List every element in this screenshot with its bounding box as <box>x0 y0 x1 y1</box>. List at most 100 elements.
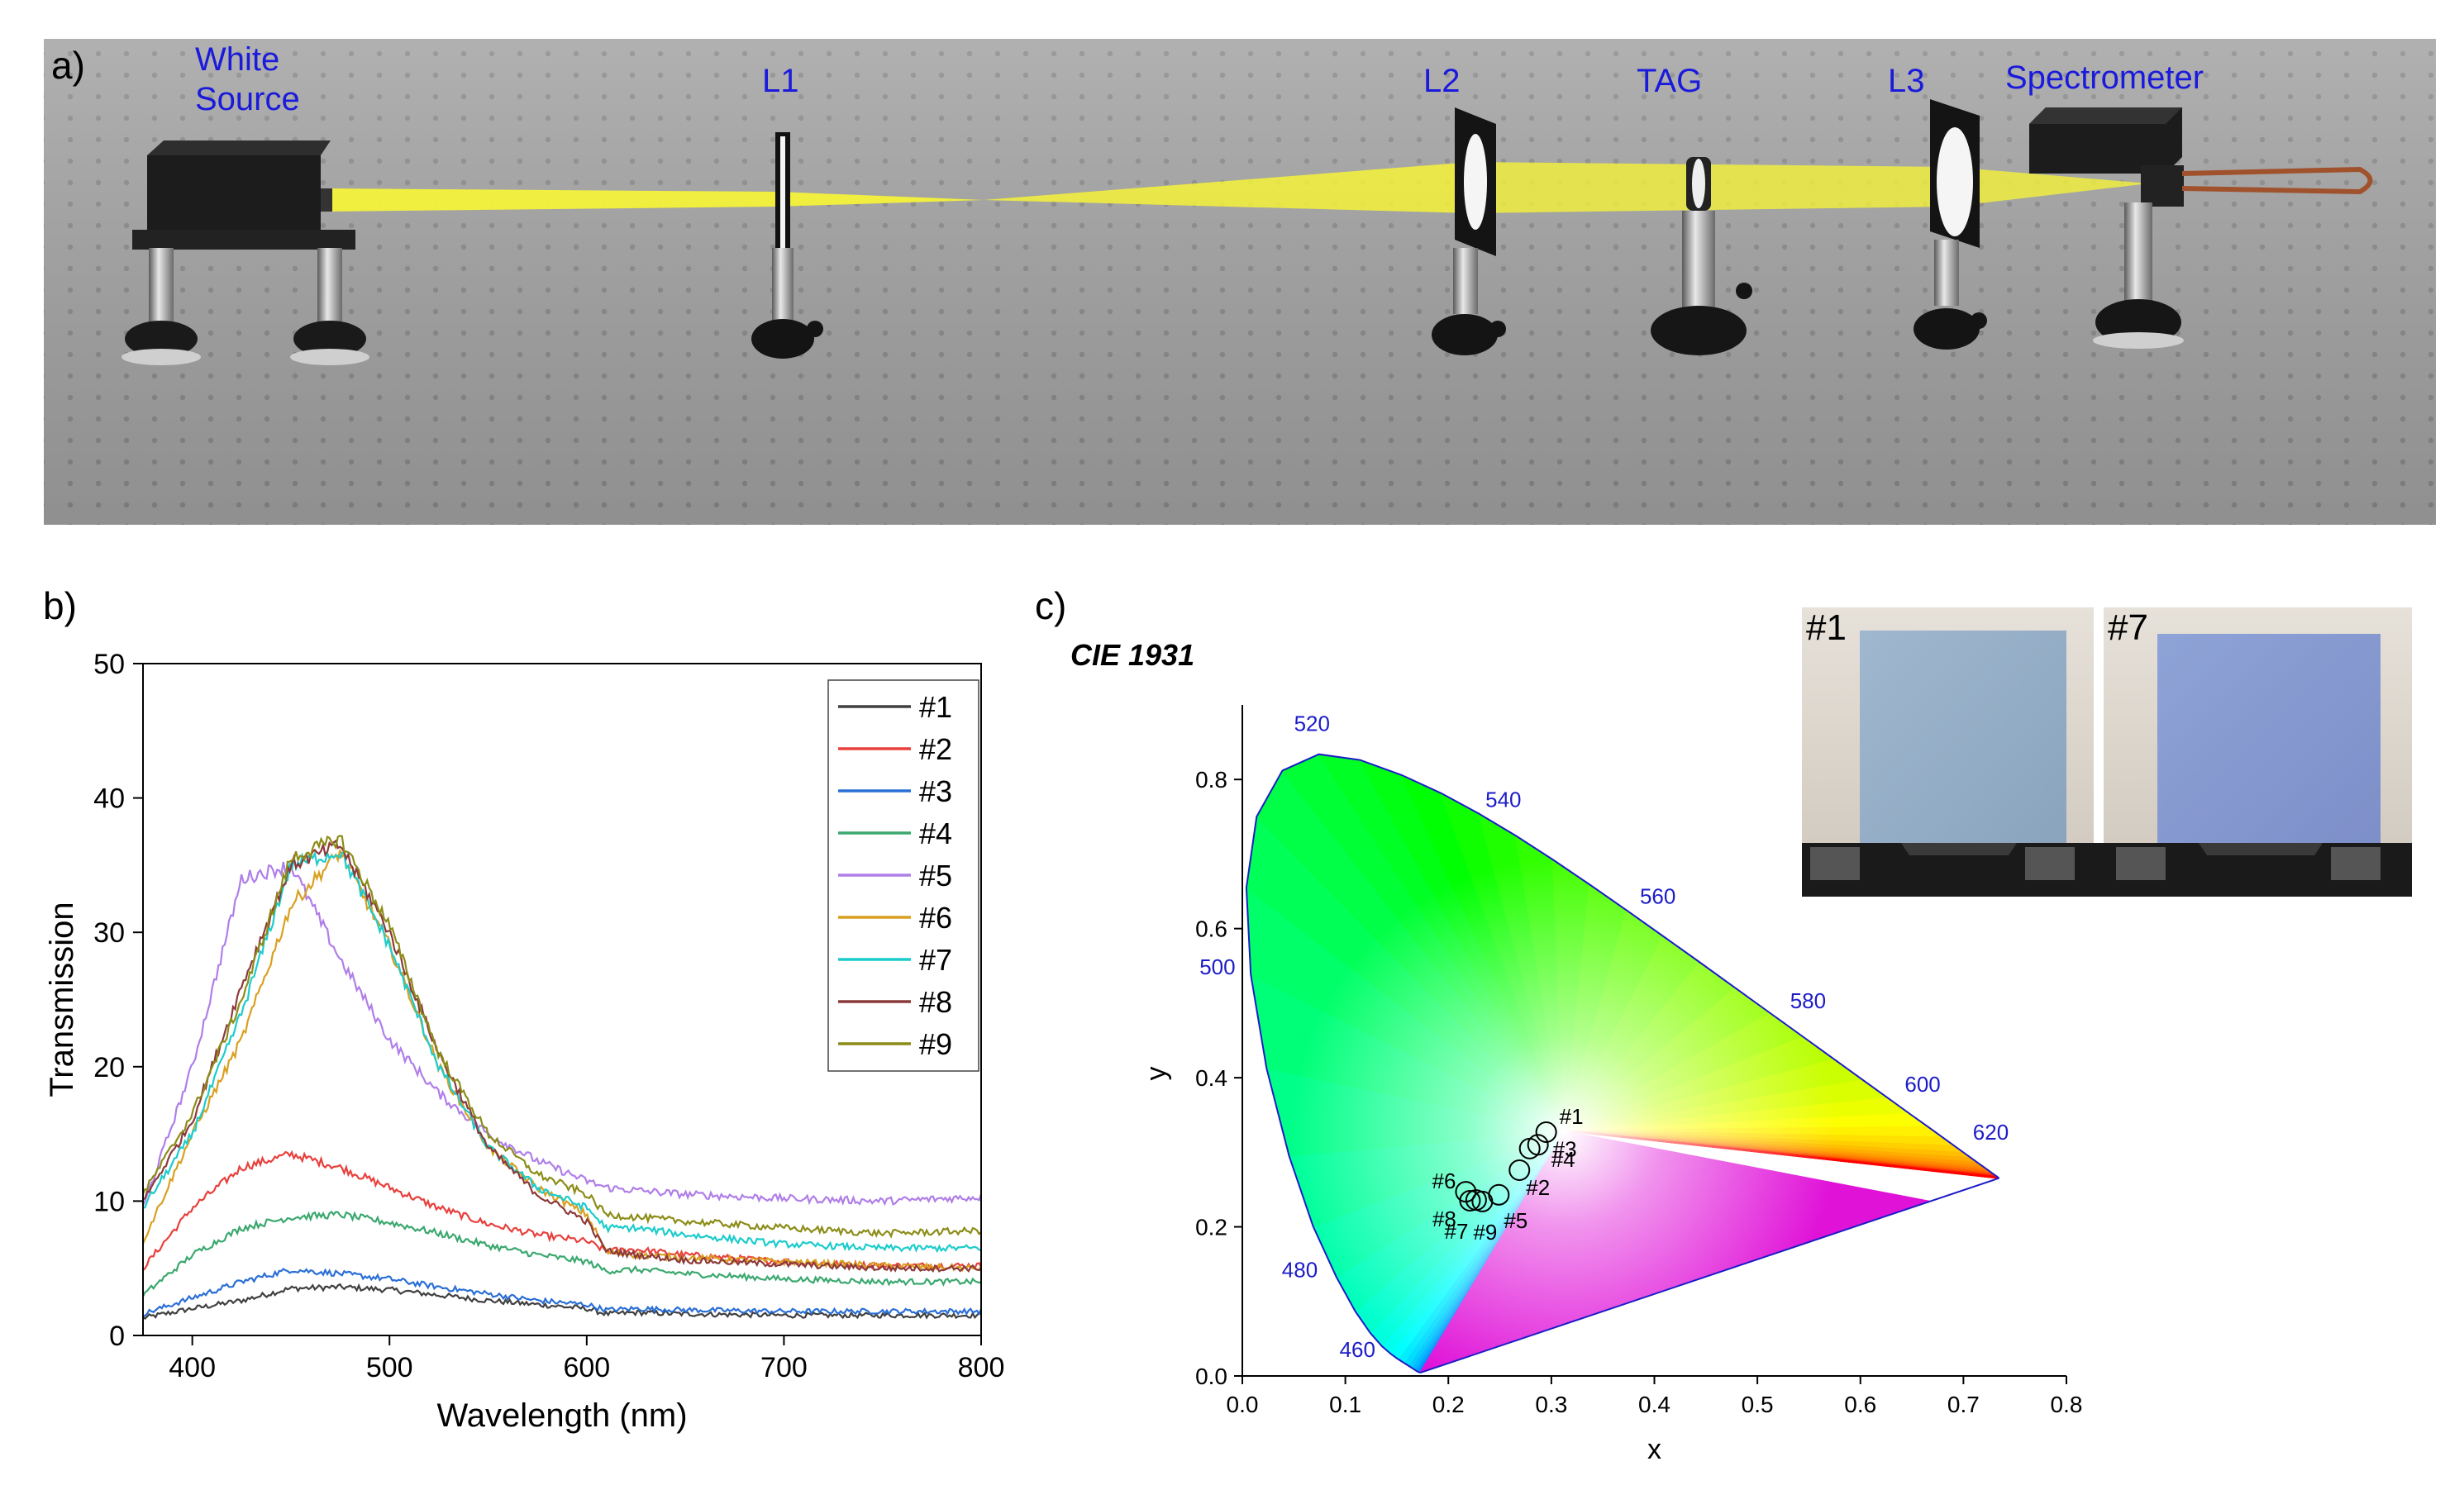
plot-frame <box>142 663 982 1336</box>
transmission-plot-area <box>141 835 983 1321</box>
y-axis-label: y <box>1141 1067 1172 1081</box>
sample-photo-inset: #1 #7 <box>1802 607 2412 897</box>
sample-point-7 <box>1459 1189 1481 1212</box>
legend-label-9: #9 <box>919 1027 952 1061</box>
sample-label-1: #1 <box>1560 1104 1584 1129</box>
y-tick-label: 0.4 <box>1195 1065 1227 1091</box>
series-line-7 <box>142 850 982 1254</box>
lens-l1-mount <box>751 132 823 359</box>
series-line-3 <box>142 1268 982 1317</box>
inset-label-7: #7 <box>2108 607 2148 648</box>
x-tick-label: 0.6 <box>1844 1392 1876 1417</box>
locus-label-620: 620 <box>1973 1120 2009 1145</box>
locus-label-580: 580 <box>1790 988 1826 1013</box>
x-tick-label: 800 <box>958 1352 1005 1383</box>
sample-label-2: #2 <box>1526 1175 1550 1200</box>
label-white-source-line1: White <box>195 41 280 78</box>
x-axis-label: x <box>1647 1434 1661 1465</box>
x-tick-label: 0.3 <box>1535 1392 1567 1417</box>
series-line-4 <box>142 1211 982 1297</box>
tag-lens-mount <box>1651 157 1752 355</box>
label-l1: L1 <box>762 63 799 99</box>
y-tick-label: 10 <box>93 1186 125 1217</box>
panel-a-letter: a) <box>51 44 85 87</box>
legend-label-6: #6 <box>919 901 952 935</box>
lens-l3-mount <box>1914 99 1987 350</box>
locus-label-600: 600 <box>1904 1072 1940 1097</box>
legend-label-8: #8 <box>919 985 952 1019</box>
label-white-source: White Source <box>195 40 300 119</box>
optical-setup-illustration <box>44 39 2436 525</box>
label-white-source-line2: Source <box>195 81 300 117</box>
y-tick-label: 20 <box>93 1052 125 1083</box>
sample-point-1 <box>1535 1121 1557 1143</box>
x-axis-label: Wavelength (nm) <box>436 1397 687 1434</box>
y-tick-label: 0.8 <box>1195 767 1227 793</box>
x-tick-label: 0.7 <box>1947 1392 1980 1417</box>
lens-l2-mount <box>1432 107 1506 355</box>
inset-label-1: #1 <box>1806 607 1847 648</box>
panel-b-letter: b) <box>43 584 77 627</box>
sample-1-glass <box>1860 631 2066 858</box>
x-tick-label: 0.1 <box>1329 1392 1361 1417</box>
sample-label-7: #7 <box>1444 1219 1468 1244</box>
sample-label-9: #9 <box>1473 1220 1497 1245</box>
locus-label-540: 540 <box>1485 787 1521 812</box>
series-line-9 <box>141 835 982 1239</box>
y-tick-label: 0 <box>109 1321 125 1352</box>
panel-c-letter: c) <box>1035 584 1067 627</box>
label-spectrometer: Spectrometer <box>2005 60 2204 96</box>
sample-7-glass <box>2157 634 2381 855</box>
label-l2: L2 <box>1423 63 1461 99</box>
transmission-chart: 400 500 600 700 800 0 10 20 30 40 50 Wavelength (nm… <box>44 649 1005 1434</box>
x-tick-label: 0.5 <box>1742 1392 1774 1417</box>
series-line-5 <box>141 861 983 1207</box>
sample-label-8: #8 <box>1432 1207 1456 1231</box>
x-tick-label: 0.0 <box>1227 1392 1259 1417</box>
light-beam-segment-2 <box>984 162 1471 213</box>
x-tick-label: 500 <box>366 1352 413 1383</box>
locus-label-460: 460 <box>1340 1337 1375 1362</box>
x-tick-label: 0.4 <box>1638 1392 1670 1417</box>
y-tick-label: 30 <box>93 917 125 949</box>
panel-a: a) White Source L1 L2 TAG L3 Spectromete… <box>0 0 2464 537</box>
legend-label-7: #7 <box>919 943 952 977</box>
sample-point-4 <box>1518 1137 1541 1159</box>
sample-label-5: #5 <box>1504 1208 1527 1233</box>
y-tick-label: 0.6 <box>1195 916 1227 942</box>
legend: #1 #2 #3 #4 #5 #6 #7 #8 #9 <box>827 679 979 1072</box>
spectral-locus-outline <box>1245 753 2000 1373</box>
y-axis-label: Transmission <box>44 902 80 1097</box>
x-tick-label: 400 <box>169 1352 216 1383</box>
y-tick-label: 0.2 <box>1195 1215 1227 1240</box>
locus-label-520: 520 <box>1294 712 1330 736</box>
locus-label-480: 480 <box>1282 1257 1318 1282</box>
sample-point-9 <box>1471 1190 1494 1212</box>
locus-label-500: 500 <box>1199 954 1235 979</box>
locus-label-560: 560 <box>1640 884 1675 909</box>
legend-label-4: #4 <box>919 816 952 850</box>
sample-point-2 <box>1508 1159 1531 1181</box>
sample-photo-drawing <box>1802 607 2412 897</box>
x-tick-label: 600 <box>563 1352 610 1383</box>
y-tick-label: 50 <box>93 649 125 680</box>
spectrometer-device <box>2029 107 2373 349</box>
legend-label-3: #3 <box>919 774 952 808</box>
y-tick-label: 0.0 <box>1195 1364 1227 1389</box>
white-source <box>122 140 369 365</box>
series-line-1 <box>142 1283 982 1321</box>
series-line-8 <box>142 839 982 1273</box>
legend-label-5: #5 <box>919 859 952 893</box>
y-tick-label: 40 <box>93 783 125 815</box>
sample-label-6: #6 <box>1432 1169 1456 1193</box>
chart-title: CIE 1931 <box>1070 638 1194 672</box>
label-tag: TAG <box>1637 63 1703 99</box>
label-l3: L3 <box>1888 63 1925 99</box>
series-line-2 <box>142 1150 982 1271</box>
legend-label-1: #1 <box>919 690 952 724</box>
x-tick-label: 700 <box>760 1352 808 1383</box>
legend-label-2: #2 <box>919 732 952 766</box>
x-tick-label: 0.2 <box>1432 1392 1465 1417</box>
sample-label-3: #3 <box>1553 1136 1577 1161</box>
sample-label-4: #4 <box>1551 1147 1575 1172</box>
